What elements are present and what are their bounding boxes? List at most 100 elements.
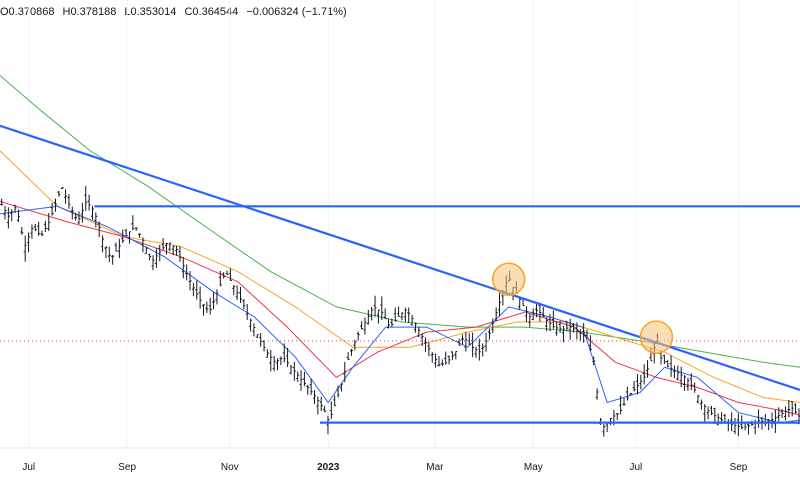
- price-bar: [642, 364, 646, 385]
- price-bar: [134, 227, 138, 231]
- price-bar: [339, 383, 343, 392]
- price-bar: [427, 342, 431, 357]
- moving-averages: [0, 75, 800, 424]
- price-bar: [662, 354, 666, 365]
- x-tick-label: Mar: [426, 462, 444, 473]
- price-bar: [582, 323, 586, 343]
- price-bar: [787, 399, 791, 418]
- price-bar: [148, 253, 152, 261]
- price-bar: [572, 323, 576, 333]
- price-bar: [3, 206, 7, 220]
- x-tick-label: Sep: [118, 462, 136, 473]
- price-bar: [151, 255, 155, 271]
- price-bar: [336, 385, 340, 398]
- price-bar: [360, 321, 364, 330]
- price-bar: [578, 329, 582, 342]
- price-bar: [561, 326, 565, 343]
- price-bar: [531, 308, 535, 321]
- price-bar: [390, 318, 394, 328]
- price-bar: [275, 358, 279, 371]
- price-bar: [494, 307, 498, 322]
- price-bar: [615, 413, 619, 421]
- price-bar: [282, 343, 286, 363]
- price-bar: [632, 380, 636, 392]
- price-bar: [232, 284, 236, 295]
- price-bar: [609, 417, 613, 426]
- price-bar: [40, 230, 44, 237]
- price-bar: [629, 393, 633, 396]
- price-bar: [713, 407, 717, 425]
- price-bar: [477, 338, 481, 361]
- price-bar: [84, 185, 88, 211]
- price-bar: [171, 245, 175, 256]
- price-bar: [37, 221, 41, 236]
- price-bar: [94, 212, 98, 228]
- price-bar: [350, 348, 354, 356]
- price-bar: [141, 237, 145, 253]
- price-bar: [296, 371, 300, 382]
- price-bar: [319, 396, 323, 411]
- price-bar: [703, 404, 707, 424]
- price-bar: [518, 297, 522, 310]
- price-bar: [245, 303, 249, 320]
- price-bar: [164, 242, 168, 255]
- price-bar: [487, 328, 491, 340]
- price-bar: [313, 390, 317, 404]
- price-bar: [683, 374, 687, 391]
- price-bar: [672, 365, 676, 379]
- x-tick-label: Nov: [221, 462, 239, 473]
- price-bar: [20, 227, 24, 235]
- price-bar: [286, 347, 290, 367]
- price-bar: [80, 202, 84, 223]
- price-bar: [491, 318, 495, 334]
- price-bar: [555, 321, 559, 336]
- x-tick-label: 2023: [317, 462, 340, 473]
- price-bar: [447, 355, 451, 365]
- price-bar: [397, 306, 401, 317]
- highlight-circle-2: [639, 320, 674, 354]
- price-bar: [437, 356, 441, 367]
- price-bar: [0, 198, 4, 206]
- price-bar: [440, 359, 444, 367]
- x-tick-label: Jul: [629, 462, 642, 473]
- x-tick-label: Jul: [22, 462, 35, 473]
- price-bar: [97, 221, 101, 238]
- price-bar: [191, 282, 195, 297]
- price-bars: [0, 185, 800, 437]
- price-bar: [23, 235, 27, 262]
- price-bar: [107, 246, 111, 263]
- price-bar: [309, 378, 313, 396]
- price-bar: [376, 309, 380, 324]
- ma-long-line: [0, 75, 800, 368]
- price-bar: [111, 254, 115, 265]
- price-bar: [53, 198, 57, 212]
- price-bar: [686, 377, 690, 391]
- price-bar: [70, 206, 74, 220]
- price-bar: [77, 211, 81, 225]
- price-bar: [10, 209, 14, 222]
- price-bar: [669, 355, 673, 377]
- price-bar: [124, 228, 128, 237]
- price-bar: [114, 242, 118, 252]
- price-bar: [262, 340, 266, 352]
- trendlines[interactable]: [0, 124, 800, 424]
- price-bar: [255, 334, 259, 338]
- ohlc-legend: O0.370868 H0.378188 L0.353014 C0.364544 …: [0, 6, 352, 18]
- price-bar: [188, 271, 192, 291]
- price-bar: [524, 306, 528, 323]
- price-bar: [676, 365, 680, 381]
- price-bar: [201, 304, 205, 316]
- price-bar: [622, 397, 626, 406]
- price-bar: [259, 332, 263, 347]
- price-bar: [471, 332, 475, 358]
- price-bar: [168, 242, 172, 252]
- price-bar: [430, 351, 434, 363]
- price-bar: [585, 329, 589, 339]
- price-bar: [302, 371, 306, 387]
- ma-slow-line: [0, 150, 800, 403]
- price-bar: [457, 338, 461, 346]
- price-bar: [16, 209, 20, 222]
- price-bar: [343, 361, 347, 383]
- price-bar: [635, 373, 639, 395]
